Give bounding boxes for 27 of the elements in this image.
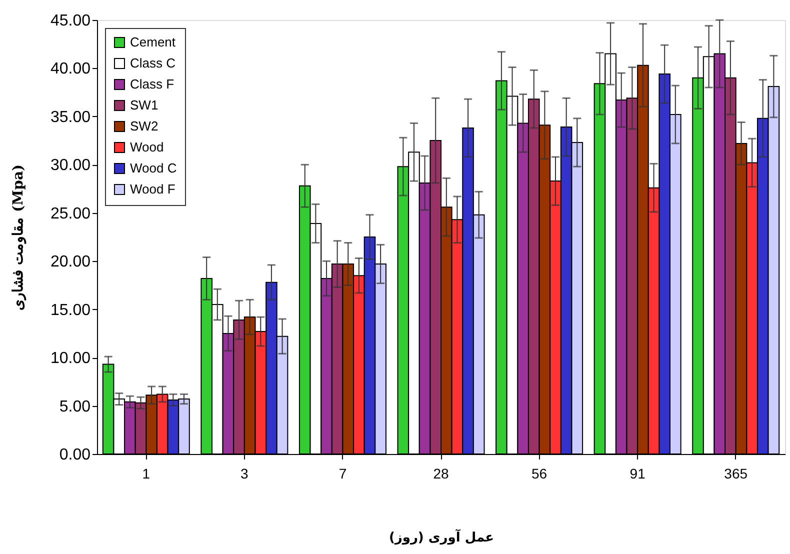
x-axis-title: عمل آوری (روز) bbox=[388, 528, 494, 546]
legend-label: Class F bbox=[130, 76, 174, 92]
legend-label: SW2 bbox=[130, 118, 158, 134]
legend-label: Wood bbox=[130, 140, 164, 154]
x-tick-label: 365 bbox=[724, 466, 748, 482]
x-tick-label: 56 bbox=[531, 466, 548, 482]
y-tick-label: 40.00 bbox=[50, 60, 91, 78]
y-tick-label: 20.00 bbox=[50, 254, 91, 271]
x-tick-label: 91 bbox=[630, 466, 646, 482]
y-tick-label: 10.00 bbox=[50, 350, 91, 368]
legend-label: Class C bbox=[130, 56, 176, 70]
legend-label: Wood F bbox=[130, 182, 176, 196]
x-tick-label: 3 bbox=[240, 466, 249, 482]
y-tick-label: 35.00 bbox=[50, 108, 91, 126]
y-tick-label: 30.00 bbox=[50, 157, 91, 174]
y-tick-label: 45.00 bbox=[50, 12, 91, 30]
y-axis-title: مقاومت فشاری (Mpa) bbox=[10, 164, 26, 311]
x-tick-label: 1 bbox=[142, 466, 150, 482]
legend-label: Wood C bbox=[130, 160, 177, 176]
x-tick-label: 28 bbox=[433, 466, 449, 482]
x-tick-label: 7 bbox=[338, 466, 347, 482]
legend-label: SW1 bbox=[130, 98, 158, 112]
y-tick-label: 25.00 bbox=[50, 205, 91, 222]
y-tick-label: 15.00 bbox=[50, 302, 91, 319]
y-tick-label: 5.00 bbox=[59, 398, 91, 416]
legend-label: Cement bbox=[130, 34, 176, 50]
y-tick-label: 0.00 bbox=[59, 446, 91, 464]
